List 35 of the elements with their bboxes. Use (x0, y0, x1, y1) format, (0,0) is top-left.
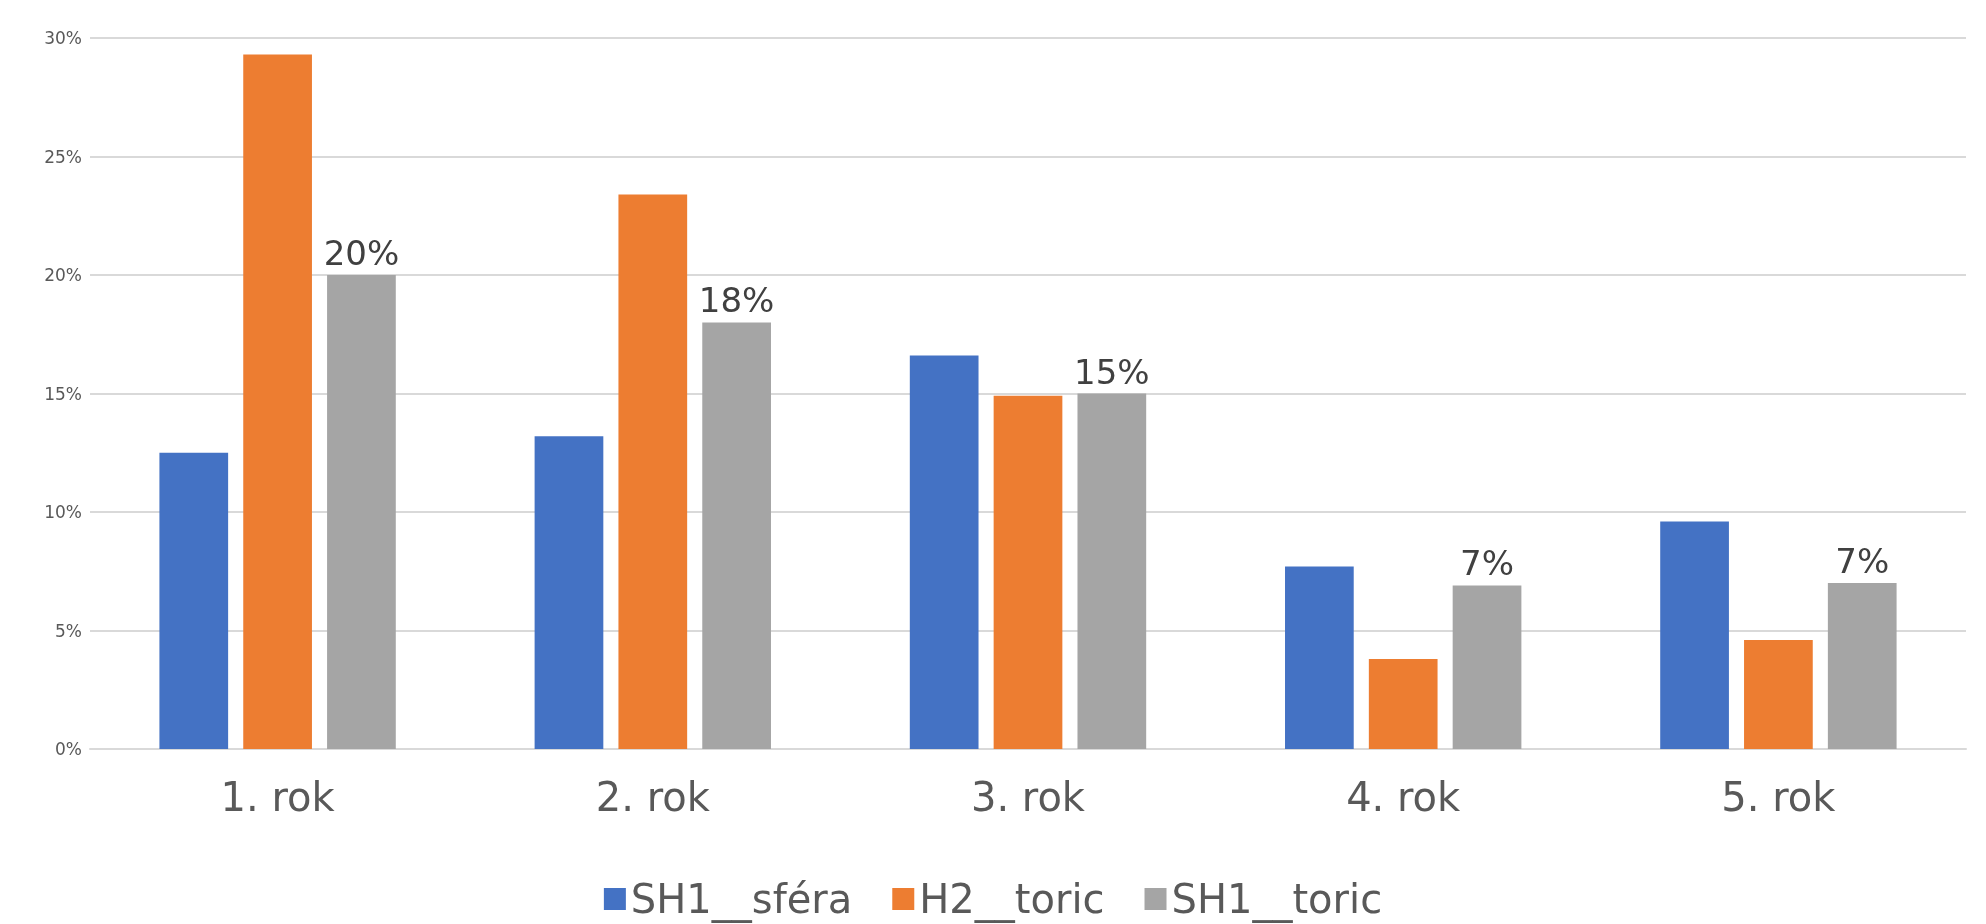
x-tick-label: 5. rok (1721, 774, 1837, 820)
bar (534, 436, 604, 749)
bar (909, 355, 979, 749)
bar (1744, 639, 1813, 749)
bar (1285, 566, 1354, 749)
y-tick-label: 15% (44, 383, 82, 404)
x-tick-label: 2. rok (595, 774, 711, 820)
bar (1368, 658, 1438, 749)
bar (1660, 521, 1729, 749)
y-tick-label: 5% (55, 620, 82, 641)
legend-label: SH1__toric (1171, 876, 1383, 923)
data-label: 15% (1074, 351, 1150, 392)
x-tick-label: 4. rok (1346, 774, 1462, 820)
legend-label: H2__toric (919, 876, 1105, 923)
y-tick-label: 25% (44, 146, 82, 167)
legend-label: SH1__sféra (630, 876, 853, 923)
bar (1827, 583, 1897, 749)
y-tick-label: 0% (55, 739, 82, 759)
data-label: 18% (698, 280, 775, 321)
bar (993, 395, 1063, 749)
bar (1452, 585, 1522, 749)
x-tick-label: 3. rok (970, 774, 1086, 820)
bar (243, 54, 312, 749)
data-label: 7% (1835, 541, 1890, 582)
bar (159, 452, 229, 749)
data-label: 7% (1460, 543, 1515, 584)
y-tick-label: 20% (44, 265, 82, 285)
bar (702, 322, 771, 749)
bar (618, 194, 688, 749)
bar (327, 275, 396, 749)
data-label: 20% (323, 233, 400, 273)
y-tick-label: 10% (44, 502, 82, 522)
y-tick-label: 30% (44, 28, 82, 48)
x-tick-label: 1. rok (220, 774, 336, 820)
bar (1077, 393, 1147, 749)
